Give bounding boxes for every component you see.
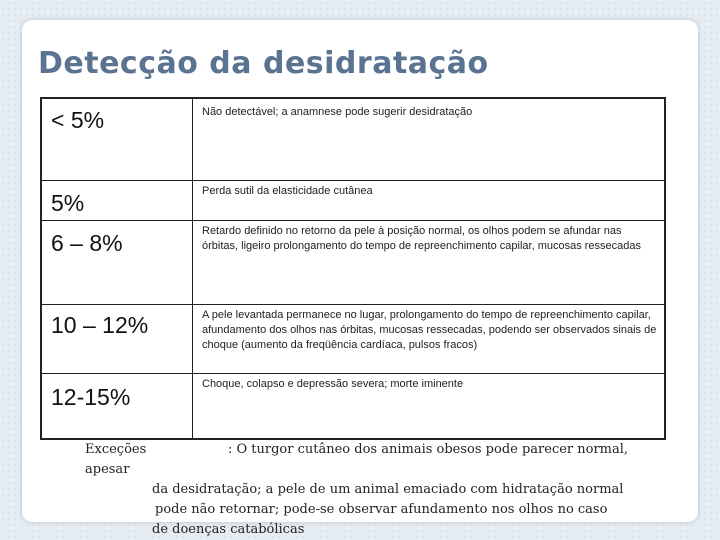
percent-label: 6 – 8% [51, 230, 123, 256]
description-text: A pele levantada permanece no lugar, pro… [202, 309, 657, 351]
note-line-2: da desidratação; a pele de um animal ema… [152, 482, 624, 497]
dehydration-table: < 5% Não detectável; a anamnese pode sug… [40, 97, 666, 440]
percent-cell: 5% [40, 180, 193, 221]
table-row: 5% Perda sutil da elasticidade cutânea [40, 180, 666, 221]
description-text: Choque, colapso e depressão severa; mort… [202, 378, 464, 390]
percent-cell: 10 – 12% [40, 304, 193, 374]
description-text: Não detectável; a anamnese pode sugerir … [202, 106, 473, 118]
exceptions-label: Exceções [85, 442, 147, 457]
description-cell: Retardo definido no retorno da pele à po… [192, 220, 666, 305]
slide-title: Detecção da desidratação [38, 46, 489, 81]
description-cell: Não detectável; a anamnese pode sugerir … [192, 97, 666, 181]
table-row: 6 – 8% Retardo definido no retorno da pe… [40, 220, 666, 305]
percent-cell: 12-15% [40, 373, 193, 440]
percent-cell: 6 – 8% [40, 220, 193, 305]
percent-label: 5% [51, 190, 85, 216]
description-cell: A pele levantada permanece no lugar, pro… [192, 304, 666, 374]
table-row: 12-15% Choque, colapso e depressão sever… [40, 373, 666, 440]
description-cell: Perda sutil da elasticidade cutânea [192, 180, 666, 221]
exceptions-note: Exceções: O turgor cutâneo dos animais o… [85, 440, 675, 540]
percent-label: 12-15% [51, 384, 131, 410]
table-row: < 5% Não detectável; a anamnese pode sug… [40, 97, 666, 181]
description-text: Retardo definido no retorno da pele à po… [202, 225, 642, 252]
note-line-4: de doenças catabólicas [152, 522, 305, 537]
percent-label: 10 – 12% [51, 312, 149, 338]
percent-label: < 5% [51, 107, 105, 133]
note-line-3: pode não retornar; pode-se observar afun… [155, 502, 608, 517]
description-cell: Choque, colapso e depressão severa; mort… [192, 373, 666, 440]
percent-cell: < 5% [40, 97, 193, 181]
description-text: Perda sutil da elasticidade cutânea [202, 185, 373, 197]
note-line-1: : O turgor cutâneo dos animais obesos po… [85, 442, 629, 477]
table-row: 10 – 12% A pele levantada permanece no l… [40, 304, 666, 374]
